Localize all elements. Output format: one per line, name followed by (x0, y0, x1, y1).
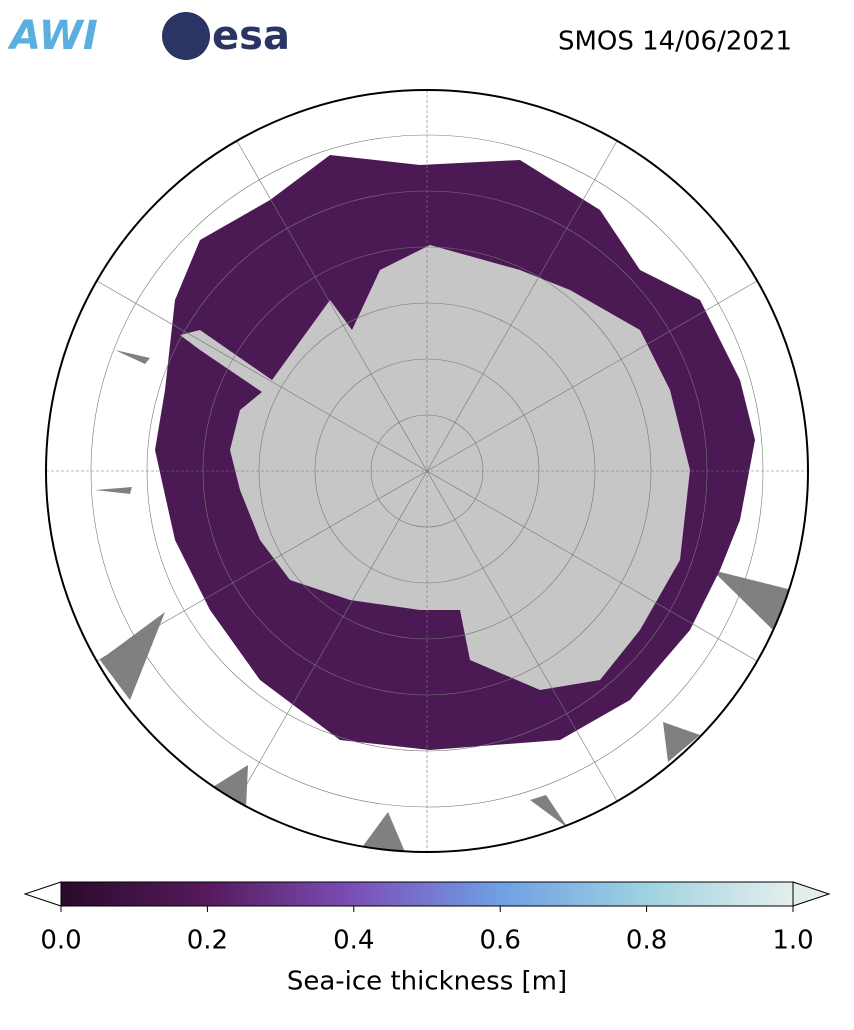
colorbar-tick-label: 0.2 (187, 926, 228, 956)
esa-emblem (162, 12, 210, 60)
map-frame (45, 89, 809, 853)
colorbar-tick-label: 0.0 (40, 926, 81, 956)
graticule (46, 90, 808, 852)
colorbar-extend-low (23, 881, 62, 907)
shelf-artifacts (95, 350, 792, 852)
colorbar-tick-label: 0.8 (626, 926, 667, 956)
awi-logo: AWI (7, 13, 98, 59)
colorbar-tick-label: 1.0 (772, 926, 813, 956)
colorbar-label: Sea-ice thickness [m] (287, 967, 567, 997)
esa-logo: esa (212, 13, 290, 59)
colorbar-tick-label: 0.6 (480, 926, 521, 956)
antarctica (180, 245, 690, 690)
colorbar-tick-label: 0.4 (333, 926, 374, 956)
map (46, 90, 808, 852)
colorbar-extend-high (792, 881, 831, 907)
map-title: SMOS 14/06/2021 (558, 27, 792, 57)
colorbar (60, 881, 794, 907)
